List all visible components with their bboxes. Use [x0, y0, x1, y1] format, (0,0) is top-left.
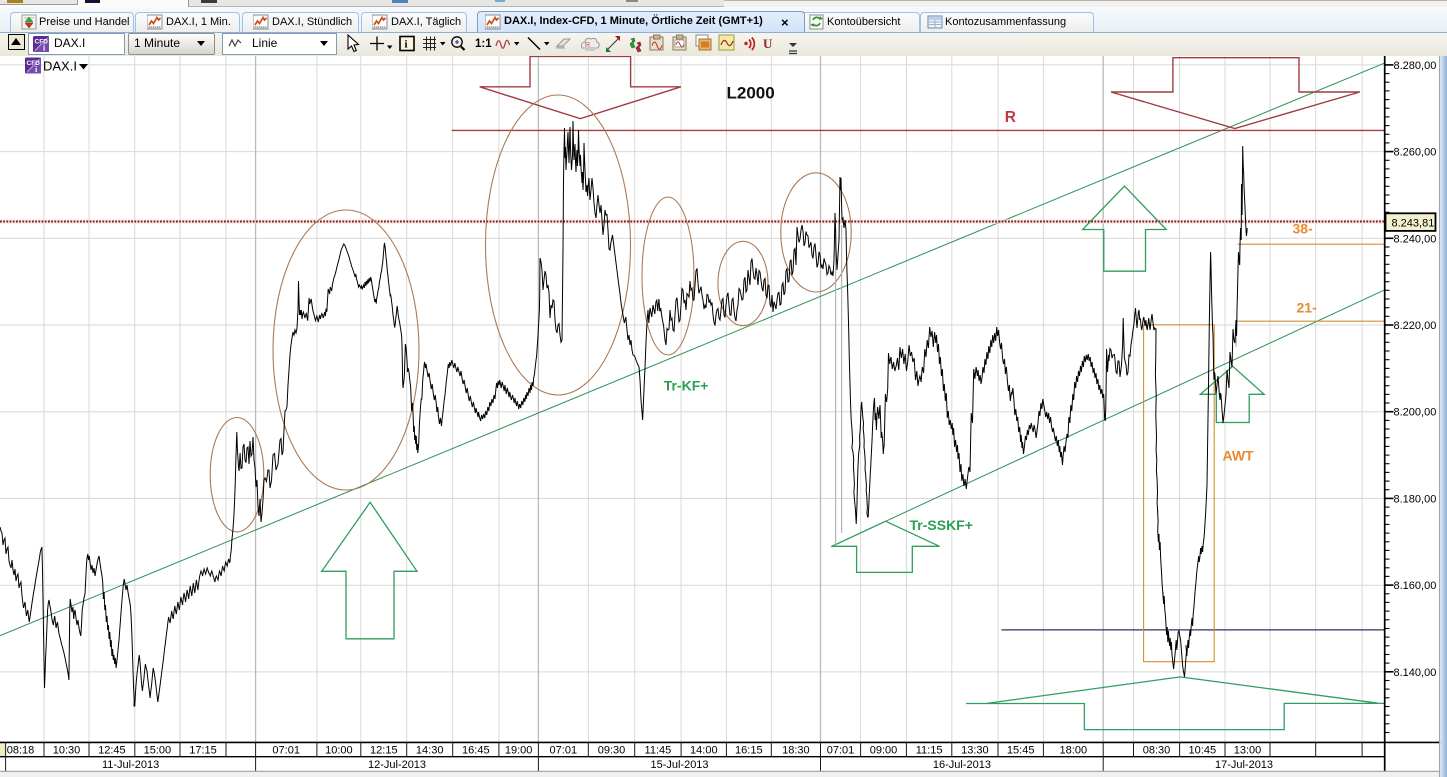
svg-text:8.200,00: 8.200,00 [1394, 407, 1437, 419]
svg-text:07:01: 07:01 [827, 745, 855, 757]
svg-text:16:45: 16:45 [462, 745, 490, 757]
svg-text:L2000: L2000 [727, 84, 775, 103]
svg-text:8.260,00: 8.260,00 [1394, 147, 1437, 159]
svg-text:CFD: CFD [27, 60, 41, 67]
svg-text:12:45: 12:45 [98, 745, 126, 757]
svg-text:10:45: 10:45 [1189, 745, 1217, 757]
svg-text:8.280,00: 8.280,00 [1394, 60, 1437, 72]
svg-text:14:00: 14:00 [690, 745, 718, 757]
svg-text:8.243,81: 8.243,81 [1392, 218, 1435, 230]
svg-text:11-Jul-2013: 11-Jul-2013 [102, 759, 159, 771]
svg-text:U: U [763, 36, 773, 51]
svg-text:13:30: 13:30 [961, 745, 989, 757]
svg-text:CFD: CFD [35, 38, 49, 45]
svg-text:21-: 21- [1297, 300, 1318, 316]
svg-text:17:15: 17:15 [189, 745, 217, 757]
svg-text:12:15: 12:15 [370, 745, 398, 757]
svg-text:38-: 38- [1293, 221, 1314, 237]
svg-text:16:15: 16:15 [735, 745, 763, 757]
svg-text:16-Jul-2013: 16-Jul-2013 [933, 759, 991, 771]
svg-text:i: i [405, 39, 408, 51]
svg-text:1:1: 1:1 [475, 38, 492, 50]
svg-text:08:30: 08:30 [1143, 745, 1171, 757]
svg-text:12-Jul-2013: 12-Jul-2013 [368, 759, 426, 771]
svg-text:8.140,00: 8.140,00 [1394, 667, 1437, 679]
svg-text:07:01: 07:01 [550, 745, 578, 757]
svg-text:19:00: 19:00 [505, 745, 533, 757]
svg-text:8.220,00: 8.220,00 [1394, 320, 1437, 332]
svg-text:15-Jul-2013: 15-Jul-2013 [650, 759, 708, 771]
svg-text:i: i [43, 43, 46, 52]
svg-text:07:01: 07:01 [272, 745, 300, 757]
svg-text:8.160,00: 8.160,00 [1394, 580, 1437, 592]
svg-text:10:00: 10:00 [325, 745, 353, 757]
svg-text:10:30: 10:30 [53, 745, 81, 757]
svg-text:15:00: 15:00 [144, 745, 172, 757]
svg-text:i: i [35, 65, 38, 74]
svg-text:R: R [1005, 109, 1016, 126]
svg-text:17-Jul-2013: 17-Jul-2013 [1215, 759, 1273, 771]
svg-text:8.180,00: 8.180,00 [1394, 493, 1437, 505]
svg-text:Tr-KF+: Tr-KF+ [664, 377, 709, 393]
svg-text:09:30: 09:30 [598, 745, 626, 757]
svg-text:DAX.I: DAX.I [43, 59, 77, 74]
svg-text:08:18: 08:18 [7, 745, 35, 757]
svg-text:8.240,00: 8.240,00 [1394, 233, 1437, 245]
svg-text:11:45: 11:45 [645, 745, 672, 757]
svg-text:11:15: 11:15 [916, 745, 943, 757]
svg-text:14:30: 14:30 [416, 745, 444, 757]
svg-text:18:30: 18:30 [782, 745, 810, 757]
svg-text:AWT: AWT [1223, 448, 1255, 464]
svg-text:R: R [585, 42, 590, 49]
svg-text:13:00: 13:00 [1234, 745, 1262, 757]
svg-text:Tr-SSKF+: Tr-SSKF+ [910, 517, 973, 533]
svg-text:09:00: 09:00 [870, 745, 898, 757]
svg-text:18:00: 18:00 [1060, 745, 1088, 757]
svg-text:15:45: 15:45 [1007, 745, 1035, 757]
